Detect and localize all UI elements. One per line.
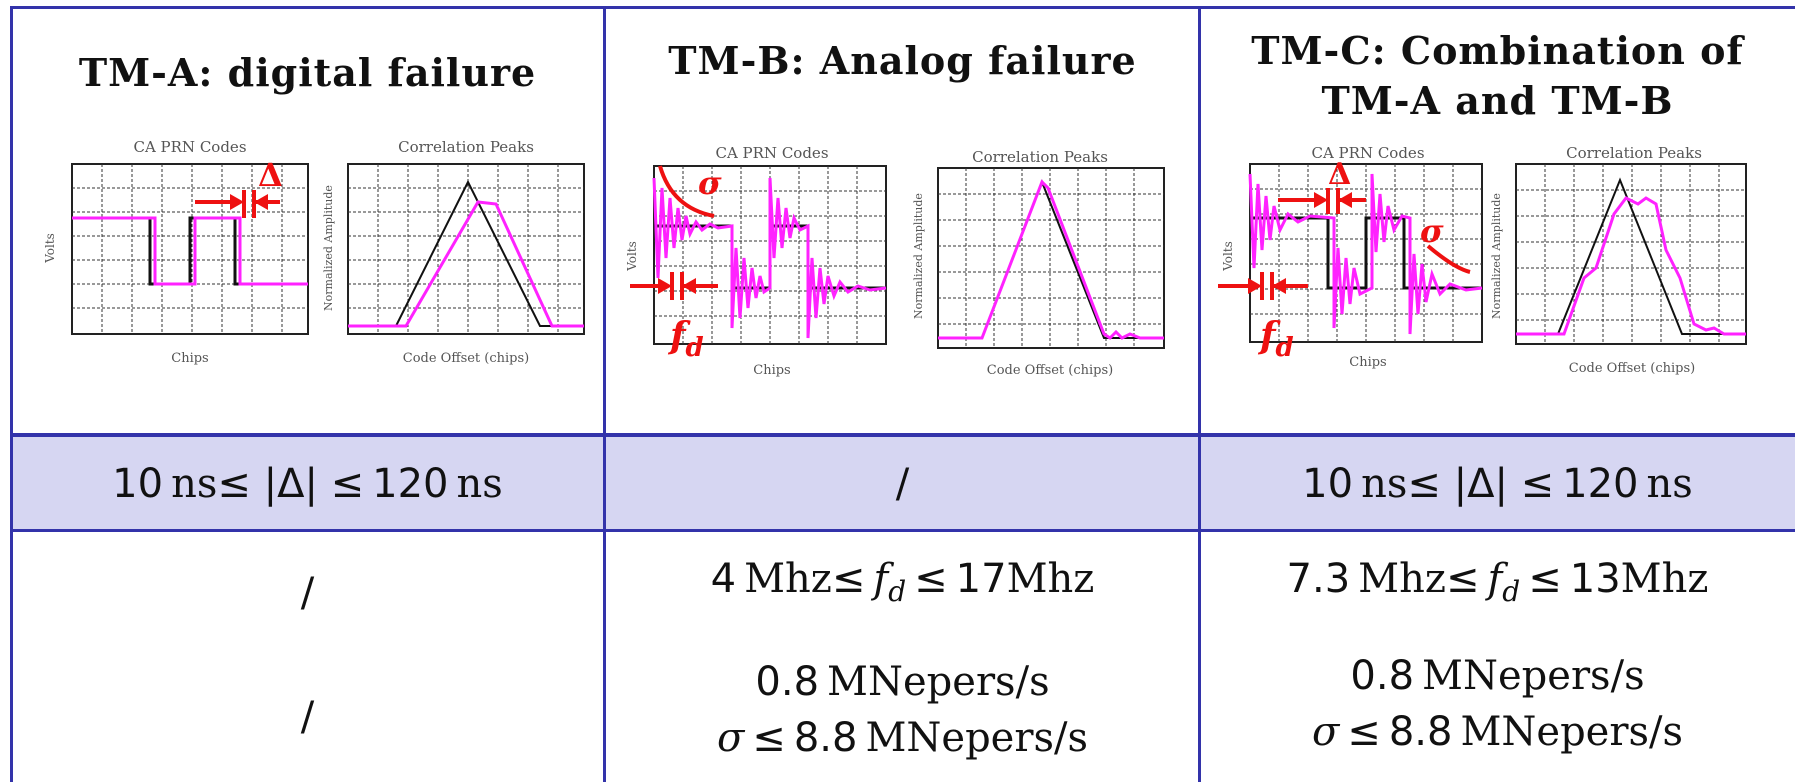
tm-c-prn-plot: CA PRN Codes Volts Chips Δ σ fd — [1218, 144, 1483, 370]
tm-b-corr-ylabel: Normalized Amplitude — [912, 193, 925, 319]
tm-c-fd-label: fd — [1257, 315, 1294, 363]
table-border-left — [10, 6, 13, 782]
tm-b-prn-ylabel: Volts — [625, 241, 639, 272]
tm-c-prn-title: CA PRN Codes — [1311, 144, 1424, 162]
tm-a-prn-xlabel: Chips — [171, 351, 208, 366]
row-divider-1 — [10, 433, 1795, 437]
tm-b-corr-title: Correlation Peaks — [972, 148, 1108, 166]
tm-c-corr-xlabel: Code Offset (chips) — [1569, 361, 1695, 376]
tm-b-correlation-plot: Correlation Peaks Normalized Amplitude C… — [912, 148, 1165, 378]
tm-c-corr-ylabel: Normalized Amplitude — [1490, 193, 1503, 319]
column-divider-1 — [603, 6, 606, 782]
tm-c-fd-range: 7.3 Mhz≤ fd ≤ 13Mhz — [1286, 556, 1709, 608]
tm-c-fd-marker — [1218, 272, 1308, 300]
tm-a-corr-ylabel: Normalized Amplitude — [322, 185, 335, 311]
column-divider-2 — [1198, 6, 1201, 782]
tm-b-prn-plot: CA PRN Codes Volts Chips σ fd — [625, 144, 887, 378]
tm-c-delta-label: Δ — [1328, 157, 1351, 192]
tm-a-delta-marker — [195, 190, 280, 218]
tm-b-sigma-label: σ — [698, 164, 722, 202]
tm-b-delta-range: / — [895, 460, 910, 507]
tm-b-figure: CA PRN Codes Volts Chips σ fd Correlatio… — [625, 144, 1165, 378]
tm-b-corr-xlabel: Code Offset (chips) — [987, 363, 1113, 378]
tm-b-fd-marker — [630, 272, 718, 300]
tm-b-fd-range: 4 Mhz≤ fd ≤ 17Mhz — [710, 556, 1095, 608]
tm-a-figure: CA PRN Codes Volts Chips Δ Correlation P… — [43, 138, 585, 366]
column-title-tm-b: TM-B: Analog failure — [668, 38, 1137, 83]
tm-b-prn-xlabel: Chips — [753, 363, 790, 378]
tm-c-delta-marker — [1278, 188, 1366, 214]
tm-c-sigma-curve — [1426, 244, 1471, 274]
column-title-tm-c: TM-C: Combination of TM-A and TM-B — [1251, 28, 1744, 123]
tm-c-correlation-plot: Correlation Peaks Normalized Amplitude C… — [1490, 144, 1747, 376]
tm-c-delta-range: 10 ns≤ |Δ| ≤ 120 ns — [1302, 460, 1693, 507]
tm-c-sigma-range: 0.8 MNepers/s σ ≤ 8.8 MNepers/s — [1311, 653, 1683, 755]
tm-a-sigma-range: / — [300, 694, 315, 740]
tm-a-fd-range: / — [300, 570, 315, 616]
row-divider-2 — [10, 529, 1795, 532]
tm-c-prn-xlabel: Chips — [1349, 355, 1386, 370]
table-border-top — [10, 6, 1795, 9]
column-title-tm-a: TM-A: digital failure — [78, 50, 537, 95]
tm-a-delta-range: 10 ns≤ |Δ| ≤ 120 ns — [112, 460, 503, 507]
tm-a-corr-xlabel: Code Offset (chips) — [403, 351, 529, 366]
tm-c-prn-ylabel: Volts — [1221, 241, 1235, 272]
tm-a-prn-ylabel: Volts — [43, 233, 57, 264]
tm-a-prn-title: CA PRN Codes — [133, 138, 246, 156]
tm-b-prn-title: CA PRN Codes — [715, 144, 828, 162]
tm-c-figure: CA PRN Codes Volts Chips Δ σ fd — [1218, 144, 1747, 376]
tm-a-prn-plot: CA PRN Codes Volts Chips Δ — [43, 138, 309, 366]
tm-c-corr-title: Correlation Peaks — [1566, 144, 1702, 162]
tm-b-sigma-curve — [658, 165, 715, 218]
tm-b-sigma-range: 0.8 MNepers/s σ ≤ 8.8 MNepers/s — [716, 659, 1088, 761]
tm-a-corr-title: Correlation Peaks — [398, 138, 534, 156]
tm-c-sigma-label: σ — [1420, 212, 1444, 250]
tm-a-delta-label: Δ — [258, 156, 283, 194]
tm-a-correlation-plot: Correlation Peaks Normalized Amplitude C… — [322, 138, 585, 366]
delta-row-band — [10, 436, 1795, 531]
